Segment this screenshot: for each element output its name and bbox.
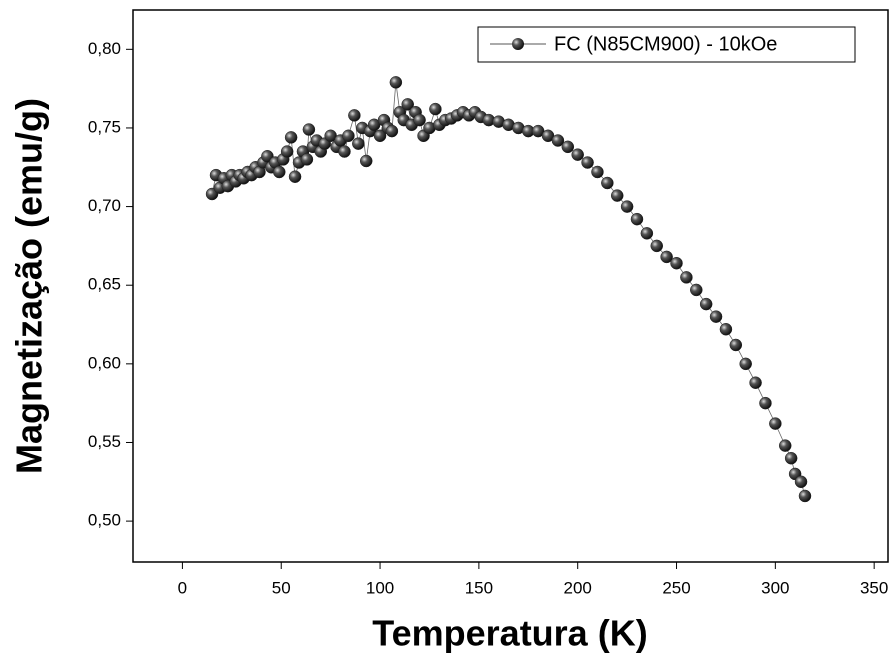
- x-tick-label: 250: [662, 578, 690, 597]
- data-point: [650, 239, 664, 253]
- data-point: [302, 123, 316, 136]
- y-tick-label: 0,65: [88, 275, 121, 294]
- data-point: [699, 297, 713, 311]
- x-tick-label: 150: [465, 578, 493, 597]
- data-point: [561, 140, 575, 154]
- y-tick-label: 0,80: [88, 39, 121, 58]
- data-point: [280, 145, 294, 158]
- data-point: [373, 129, 387, 143]
- y-tick-label: 0,50: [88, 511, 121, 530]
- data-point: [284, 131, 298, 144]
- x-tick-label: 300: [761, 578, 789, 597]
- data-point: [729, 338, 743, 352]
- data-point: [551, 134, 565, 147]
- data-point: [385, 124, 399, 138]
- data-point: [571, 148, 584, 161]
- data-point: [709, 310, 723, 323]
- data-point: [798, 489, 812, 503]
- data-point: [273, 165, 286, 179]
- data-point: [620, 200, 634, 213]
- legend-label: FC (N85CM900) - 10kOe: [554, 33, 777, 55]
- data-point: [413, 113, 426, 127]
- data-point: [680, 271, 693, 284]
- data-point: [769, 417, 782, 430]
- plot-frame: [132, 9, 889, 563]
- data-point: [359, 154, 373, 168]
- x-tick-label: 0: [178, 578, 187, 597]
- series-line: [211, 82, 806, 497]
- x-tick-label: 350: [860, 578, 888, 597]
- data-point: [778, 439, 792, 452]
- data-point: [429, 102, 442, 116]
- data-point: [719, 322, 733, 336]
- data-point: [389, 76, 403, 89]
- data-point: [670, 256, 683, 270]
- data-point: [601, 176, 614, 190]
- y-tick-label: 0,60: [88, 353, 121, 372]
- data-point: [300, 153, 314, 166]
- x-tick-label: 100: [366, 578, 394, 597]
- data-point: [660, 250, 673, 264]
- x-axis-title: Temperatura (K): [372, 613, 647, 654]
- data-point: [342, 129, 355, 143]
- data-point: [401, 98, 414, 111]
- legend: FC (N85CM900) - 10kOe: [477, 26, 856, 63]
- data-point: [581, 156, 594, 169]
- data-point: [288, 170, 302, 183]
- data-point: [749, 376, 762, 389]
- y-tick-label: 0,55: [88, 432, 121, 451]
- y-tick-label: 0,70: [88, 196, 121, 215]
- y-tick-label: 0,75: [88, 117, 121, 136]
- x-tick-label: 200: [564, 578, 592, 597]
- data-point: [690, 283, 703, 297]
- data-point: [591, 165, 604, 179]
- data-point: [794, 475, 808, 489]
- data-point: [610, 189, 624, 202]
- data-point: [352, 137, 365, 150]
- data-point: [348, 109, 361, 122]
- data-point: [338, 145, 351, 158]
- data-point: [784, 451, 798, 465]
- legend-marker: [512, 38, 524, 50]
- data-point: [739, 357, 752, 371]
- x-tick-label: 50: [272, 578, 291, 597]
- data-point: [759, 396, 772, 410]
- y-axis-title: Magnetização (emu/g): [9, 98, 50, 474]
- data-point: [630, 212, 644, 226]
- data-point: [640, 227, 654, 240]
